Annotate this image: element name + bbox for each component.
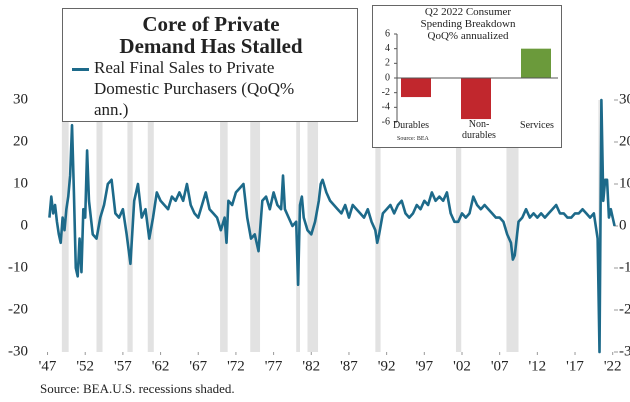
x-tick-label: '87 [340,358,358,374]
x-tick-label: '07 [491,358,509,374]
category-label: Services [520,120,554,131]
y-tick-label-right: -30 [619,343,630,359]
recession-band [250,100,261,352]
y-tick-label: 10 [13,175,28,191]
y-tick-label-right: 30 [619,91,630,107]
y-tick-label: 4 [385,43,390,54]
y-tick-label-right: 20 [619,133,630,149]
legend-swatch [72,68,89,71]
series-line [48,98,616,354]
bar [461,78,491,120]
y-tick-label: 30 [13,91,28,107]
y-tick-label: 6 [385,28,390,39]
y-tick-label: -4 [382,102,390,113]
y-tick-label: -2 [382,87,390,98]
recession-band [127,100,133,352]
y-tick-label: -10 [8,259,28,275]
x-tick-label: '12 [528,358,546,374]
x-tick-label: '47 [39,358,57,374]
x-tick-label: '77 [265,358,283,374]
y-tick-label: -20 [8,301,28,317]
x-tick-label: '52 [76,358,94,374]
y-tick-label-right: -20 [619,301,630,317]
bar [521,48,551,78]
category-label: Non-durables [462,119,496,141]
inset-source: Source: BEA [397,136,429,142]
recession-band [375,100,381,352]
source-note: Source: BEA.U.S. recessions shaded. [40,381,235,396]
y-tick-label: 0 [385,72,390,83]
x-tick-label: '57 [114,358,132,374]
category-label: Durables [392,120,430,131]
y-tick-label: 20 [13,133,28,149]
x-tick-label: '92 [378,358,396,374]
chart-title: Core of Private Demand Has Stalled [119,12,303,58]
legend-label: Real Final Sales to Private Domestic Pur… [94,58,295,119]
x-tick-label: '22 [604,358,622,374]
y-tick-label: 2 [385,58,390,69]
y-tick-label: -30 [8,343,28,359]
recession-band [220,100,228,352]
y-tick-label: 0 [21,217,29,233]
y-tick-label-right: -10 [619,259,630,275]
x-tick-label: '82 [302,358,320,374]
y-tick-label: -6 [382,116,390,127]
x-tick-label: '17 [566,358,584,374]
x-tick-label: '97 [415,358,433,374]
x-tick-label: '67 [189,358,207,374]
x-tick-label: '02 [453,358,471,374]
recession-band [506,100,519,352]
recession-band [455,100,462,352]
x-tick-label: '72 [227,358,245,374]
bar [401,78,431,98]
y-tick-label-right: 10 [619,175,630,191]
recession-band [598,100,600,352]
legend-box: Core of Private Demand Has Stalled Real … [62,8,358,122]
inset-title: Q2 2022 Consumer Spending Breakdown QoQ%… [420,6,516,42]
recession-band [296,100,300,352]
y-tick-label-right: 0 [619,217,627,233]
x-tick-label: '62 [152,358,170,374]
